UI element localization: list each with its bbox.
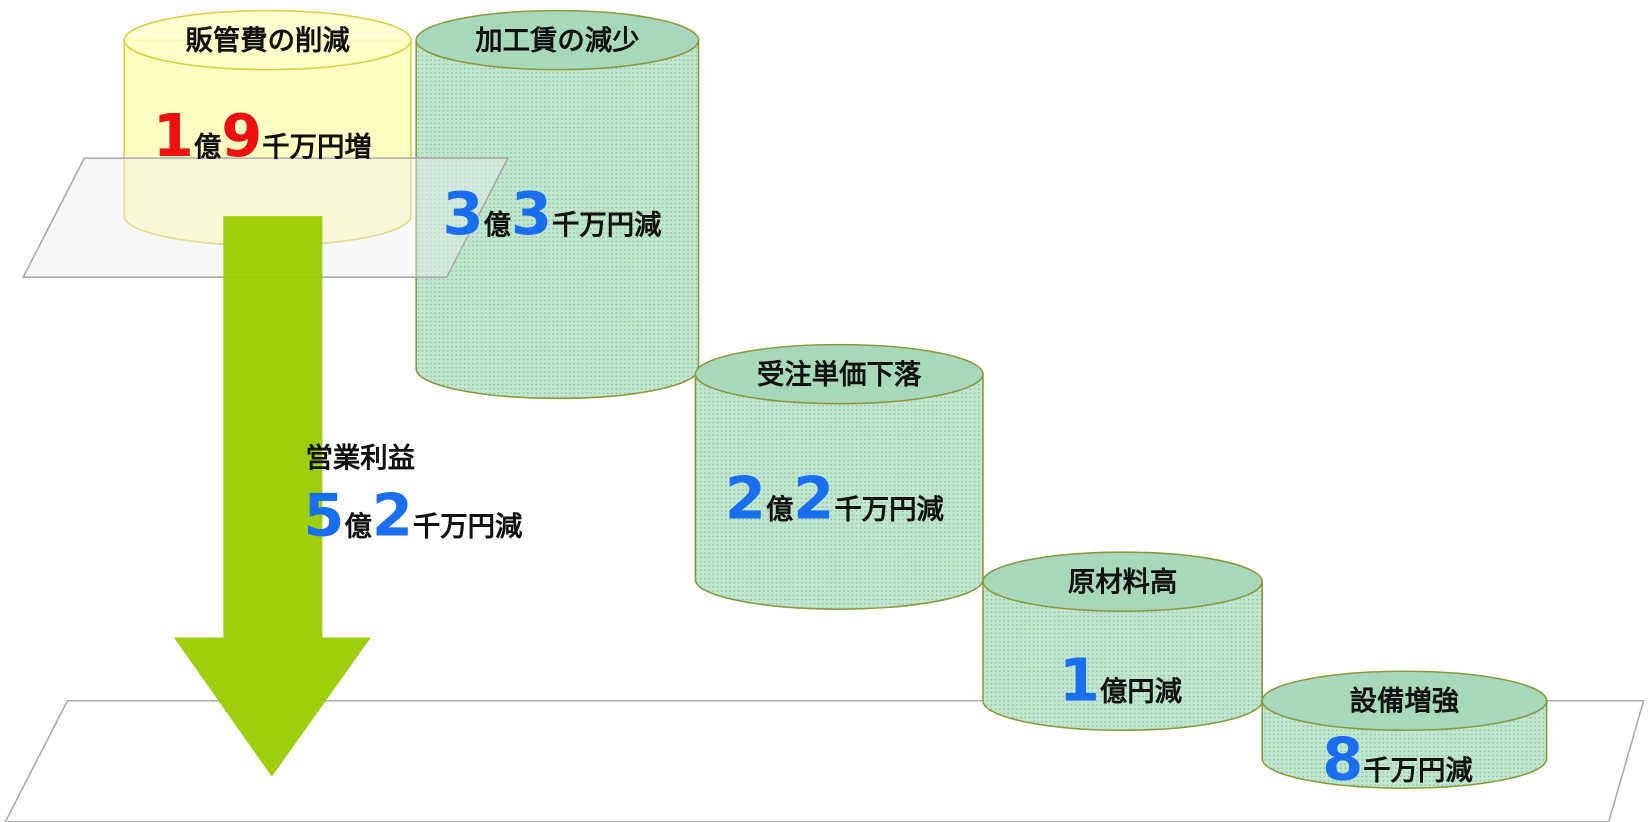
cylinder-body xyxy=(982,580,1263,732)
amount-digit: 3 xyxy=(443,179,484,248)
amount: 1億円減 xyxy=(1059,646,1183,715)
cylinder-top xyxy=(982,551,1263,612)
amount-digit: 1 xyxy=(1059,646,1100,715)
cylinder-top xyxy=(694,343,984,405)
cylinder-body xyxy=(694,373,984,610)
amount-digit: 2 xyxy=(372,480,413,549)
amount-digit: 3 xyxy=(511,179,552,248)
amount-unit: 千万円減 xyxy=(834,494,944,525)
amount: 1億9千万円増 xyxy=(153,101,372,170)
amount-unit: 千万円増 xyxy=(262,131,372,163)
amount-unit: 千万円減 xyxy=(552,210,662,241)
cylinder xyxy=(1261,670,1548,789)
node-label: 販管費の削減 xyxy=(185,25,350,57)
amount: 3億3千万円減 xyxy=(443,179,663,248)
arrow xyxy=(173,216,371,777)
cylinder xyxy=(694,343,984,610)
summary-label: 営業利益 xyxy=(306,442,416,474)
amount-digit: 9 xyxy=(221,101,262,170)
amount-digit: 5 xyxy=(303,480,344,549)
amount-unit: 千万円減 xyxy=(1363,756,1473,787)
amount-digit: 2 xyxy=(793,463,834,532)
amount-unit: 億 xyxy=(194,132,222,163)
amount: 5億2千万円減 xyxy=(303,480,523,549)
node-label: 設備増強 xyxy=(1350,685,1460,717)
amount-unit: 億 xyxy=(344,511,372,542)
cylinder xyxy=(982,551,1263,732)
node-label: 受注単価下落 xyxy=(757,359,922,391)
cylinder-top xyxy=(415,9,700,71)
amount: 8千万円減 xyxy=(1322,725,1473,794)
amount: 2億2千万円減 xyxy=(725,463,945,532)
amount-digit: 2 xyxy=(725,463,766,532)
cylinder xyxy=(415,9,700,400)
amount-unit: 千万円減 xyxy=(413,511,523,542)
cylinder-top xyxy=(123,9,412,71)
cylinder xyxy=(123,9,412,247)
amount-digit: 1 xyxy=(153,101,194,170)
amount-unit: 億円減 xyxy=(1100,677,1183,708)
cylinder-body xyxy=(415,39,700,400)
node-label: 原材料高 xyxy=(1068,566,1178,598)
amount-digit: 8 xyxy=(1322,725,1363,794)
amount-unit: 億 xyxy=(766,494,794,525)
cylinder-top xyxy=(1261,670,1548,732)
node-label: 加工賃の減少 xyxy=(475,26,639,57)
amount-unit: 億 xyxy=(484,210,512,241)
